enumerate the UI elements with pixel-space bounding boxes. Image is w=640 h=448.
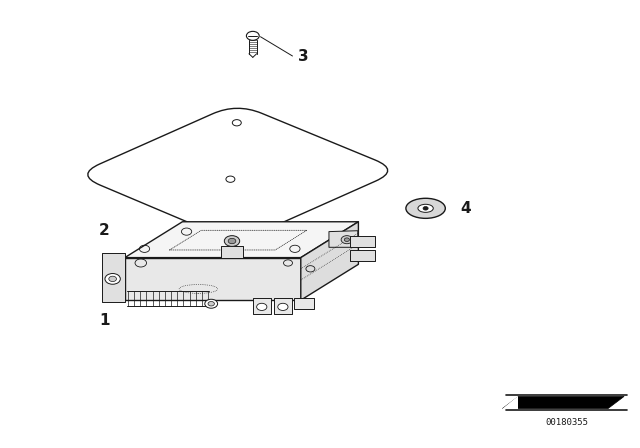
Polygon shape: [301, 222, 358, 300]
Ellipse shape: [418, 204, 433, 212]
Circle shape: [228, 238, 236, 244]
Text: 2: 2: [99, 223, 110, 238]
Circle shape: [109, 276, 116, 282]
Polygon shape: [274, 298, 292, 314]
Text: 4: 4: [461, 201, 472, 216]
Circle shape: [225, 236, 240, 246]
PathPatch shape: [88, 108, 388, 237]
Ellipse shape: [406, 198, 445, 218]
Polygon shape: [502, 396, 518, 409]
Circle shape: [341, 236, 353, 244]
Circle shape: [205, 299, 218, 308]
Circle shape: [423, 207, 428, 210]
Polygon shape: [502, 396, 624, 409]
Polygon shape: [125, 258, 301, 300]
Polygon shape: [221, 246, 243, 258]
Circle shape: [344, 238, 349, 241]
Circle shape: [278, 303, 288, 310]
Polygon shape: [349, 236, 375, 247]
Polygon shape: [294, 298, 314, 309]
Polygon shape: [102, 253, 125, 302]
Circle shape: [257, 303, 267, 310]
Text: 1: 1: [99, 313, 109, 328]
Polygon shape: [349, 250, 375, 261]
Text: 00180355: 00180355: [545, 418, 588, 427]
Circle shape: [208, 302, 214, 306]
Polygon shape: [253, 298, 271, 314]
Polygon shape: [329, 231, 358, 247]
Circle shape: [105, 273, 120, 284]
Text: 3: 3: [298, 48, 308, 64]
Polygon shape: [125, 222, 358, 258]
